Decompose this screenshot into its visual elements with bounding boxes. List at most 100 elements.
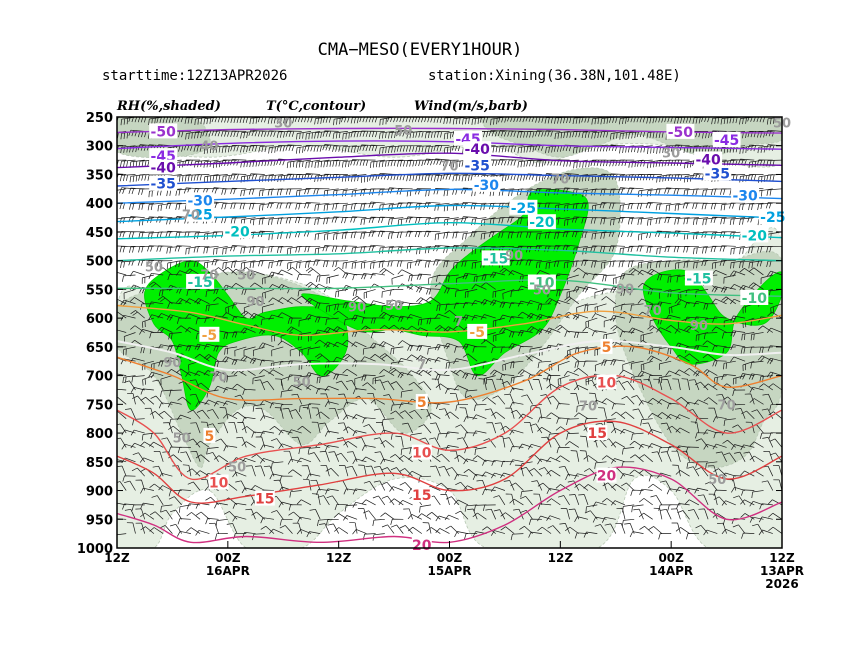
wind-barb <box>684 159 699 169</box>
wind-barb <box>399 525 413 534</box>
wind-barb <box>120 159 136 168</box>
temp-label-bg <box>694 151 723 167</box>
wind-barb <box>672 378 681 391</box>
wind-barb <box>269 473 284 480</box>
wind-barb <box>343 414 358 421</box>
wind-barb <box>213 385 228 392</box>
wind-barb <box>500 472 515 479</box>
wind-barb <box>703 383 718 391</box>
wind-barb <box>322 144 339 151</box>
wind-barb <box>455 481 469 491</box>
wind-barb <box>509 429 524 436</box>
wind-barb <box>117 476 118 477</box>
wind-barb <box>609 260 626 268</box>
temp-label-bg <box>740 227 769 243</box>
temp-label: 15 <box>412 488 431 504</box>
wind-barb <box>510 482 524 491</box>
wind-barb <box>204 399 219 405</box>
wind-barb <box>711 326 727 333</box>
wind-barb <box>333 373 348 380</box>
wind-barb <box>267 130 284 137</box>
temp-label-bg <box>186 273 215 289</box>
wind-barb <box>629 469 644 477</box>
wind-barb <box>167 273 182 281</box>
wind-barb <box>454 454 469 463</box>
wind-barb <box>249 202 265 210</box>
wind-barb <box>406 314 422 320</box>
wind-barb <box>445 303 459 311</box>
wind-barb <box>435 515 450 522</box>
wind-barb <box>334 303 348 311</box>
wind-barb <box>323 217 339 225</box>
wind-barb <box>285 144 302 152</box>
wind-barb <box>249 297 265 305</box>
wind-barb <box>433 259 450 266</box>
wind-barb <box>160 375 173 386</box>
wind-barb <box>702 217 718 226</box>
wind-barb <box>294 117 311 123</box>
wind-barb <box>481 282 496 290</box>
wind-barb <box>569 494 580 506</box>
wind-barb <box>389 486 404 492</box>
wind-barb <box>464 432 478 439</box>
wind-barb <box>546 498 561 506</box>
temp-label: -25 <box>187 208 212 224</box>
wind-barb <box>119 245 136 253</box>
wind-barb <box>648 475 662 482</box>
wind-barb <box>560 508 570 520</box>
wind-barb <box>732 424 746 434</box>
wind-barb <box>712 360 727 367</box>
wind-barb <box>611 458 626 464</box>
wind-barb <box>492 332 505 342</box>
wind-barb <box>259 369 275 376</box>
wind-barb <box>499 301 515 308</box>
wind-barb <box>397 371 413 379</box>
wind-barb <box>601 359 616 366</box>
wind-barb <box>702 340 718 348</box>
wind-barb <box>228 421 238 434</box>
temp-contour-15 <box>117 420 782 504</box>
wind-barb <box>117 311 127 319</box>
wind-barb <box>443 260 459 268</box>
wind-barb <box>379 369 395 376</box>
wind-barb <box>416 273 432 280</box>
wind-barb <box>499 374 515 381</box>
wind-barb <box>213 267 229 276</box>
wind-barb <box>379 145 395 154</box>
wind-barb <box>664 145 681 152</box>
wind-barb <box>611 403 626 410</box>
wind-barb <box>374 465 386 477</box>
wind-barb <box>120 117 136 126</box>
wind-barb <box>185 344 201 352</box>
wind-barb <box>176 414 192 421</box>
wind-barb <box>222 312 238 319</box>
wind-barb <box>287 384 302 391</box>
wind-barb <box>705 461 718 470</box>
wind-barb <box>683 145 699 153</box>
wind-barb <box>381 418 395 426</box>
wind-barb <box>739 260 755 269</box>
wind-barb <box>295 174 312 181</box>
wind-barb <box>278 443 293 449</box>
wind-barb <box>324 401 339 407</box>
legend-temperature: T(°C,contour) <box>266 99 366 114</box>
wind-barb <box>574 532 589 539</box>
wind-barb <box>510 360 524 369</box>
wind-barb <box>212 145 228 154</box>
wind-barb <box>377 230 395 238</box>
wind-barb <box>610 315 626 322</box>
wind-barb <box>400 447 413 456</box>
wind-barb <box>190 422 201 434</box>
wind-barb <box>730 245 746 255</box>
wind-barb <box>147 202 164 211</box>
wind-barb <box>647 375 662 382</box>
wind-barb <box>195 440 210 448</box>
wind-barb <box>388 217 404 225</box>
wind-barb <box>637 282 653 290</box>
wind-barb <box>620 473 635 480</box>
wind-barb <box>581 231 598 239</box>
wind-barb <box>445 496 459 506</box>
wind-barb <box>268 314 284 321</box>
wind-barb <box>220 130 238 137</box>
wind-barb <box>390 454 404 463</box>
